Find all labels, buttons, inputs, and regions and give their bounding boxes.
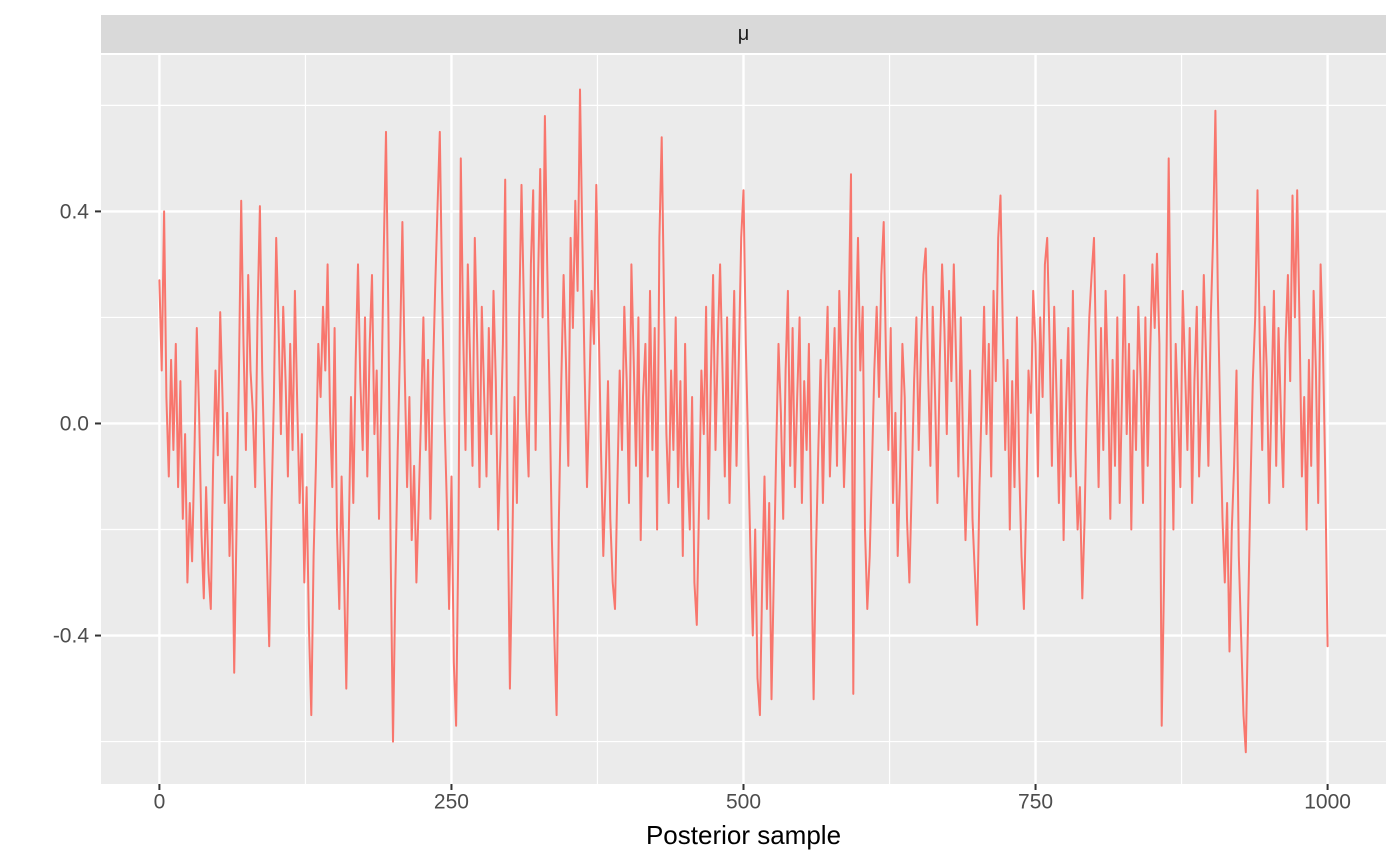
facet-strip: μ [101, 15, 1386, 53]
x-tick-label: 0 [154, 790, 166, 813]
facet-strip-label: μ [737, 23, 750, 45]
x-tick-label: 250 [434, 790, 469, 813]
x-tick-label: 750 [1018, 790, 1053, 813]
trace-line [158, 88, 1329, 754]
x-tick-label: 500 [726, 790, 761, 813]
y-tick-label: -0.4 [53, 625, 90, 648]
x-tick-label: 1000 [1304, 790, 1351, 813]
x-axis-title: Posterior sample [645, 820, 842, 850]
y-tick-label: 0.0 [60, 412, 89, 435]
y-tick-label: 0.4 [60, 200, 90, 223]
